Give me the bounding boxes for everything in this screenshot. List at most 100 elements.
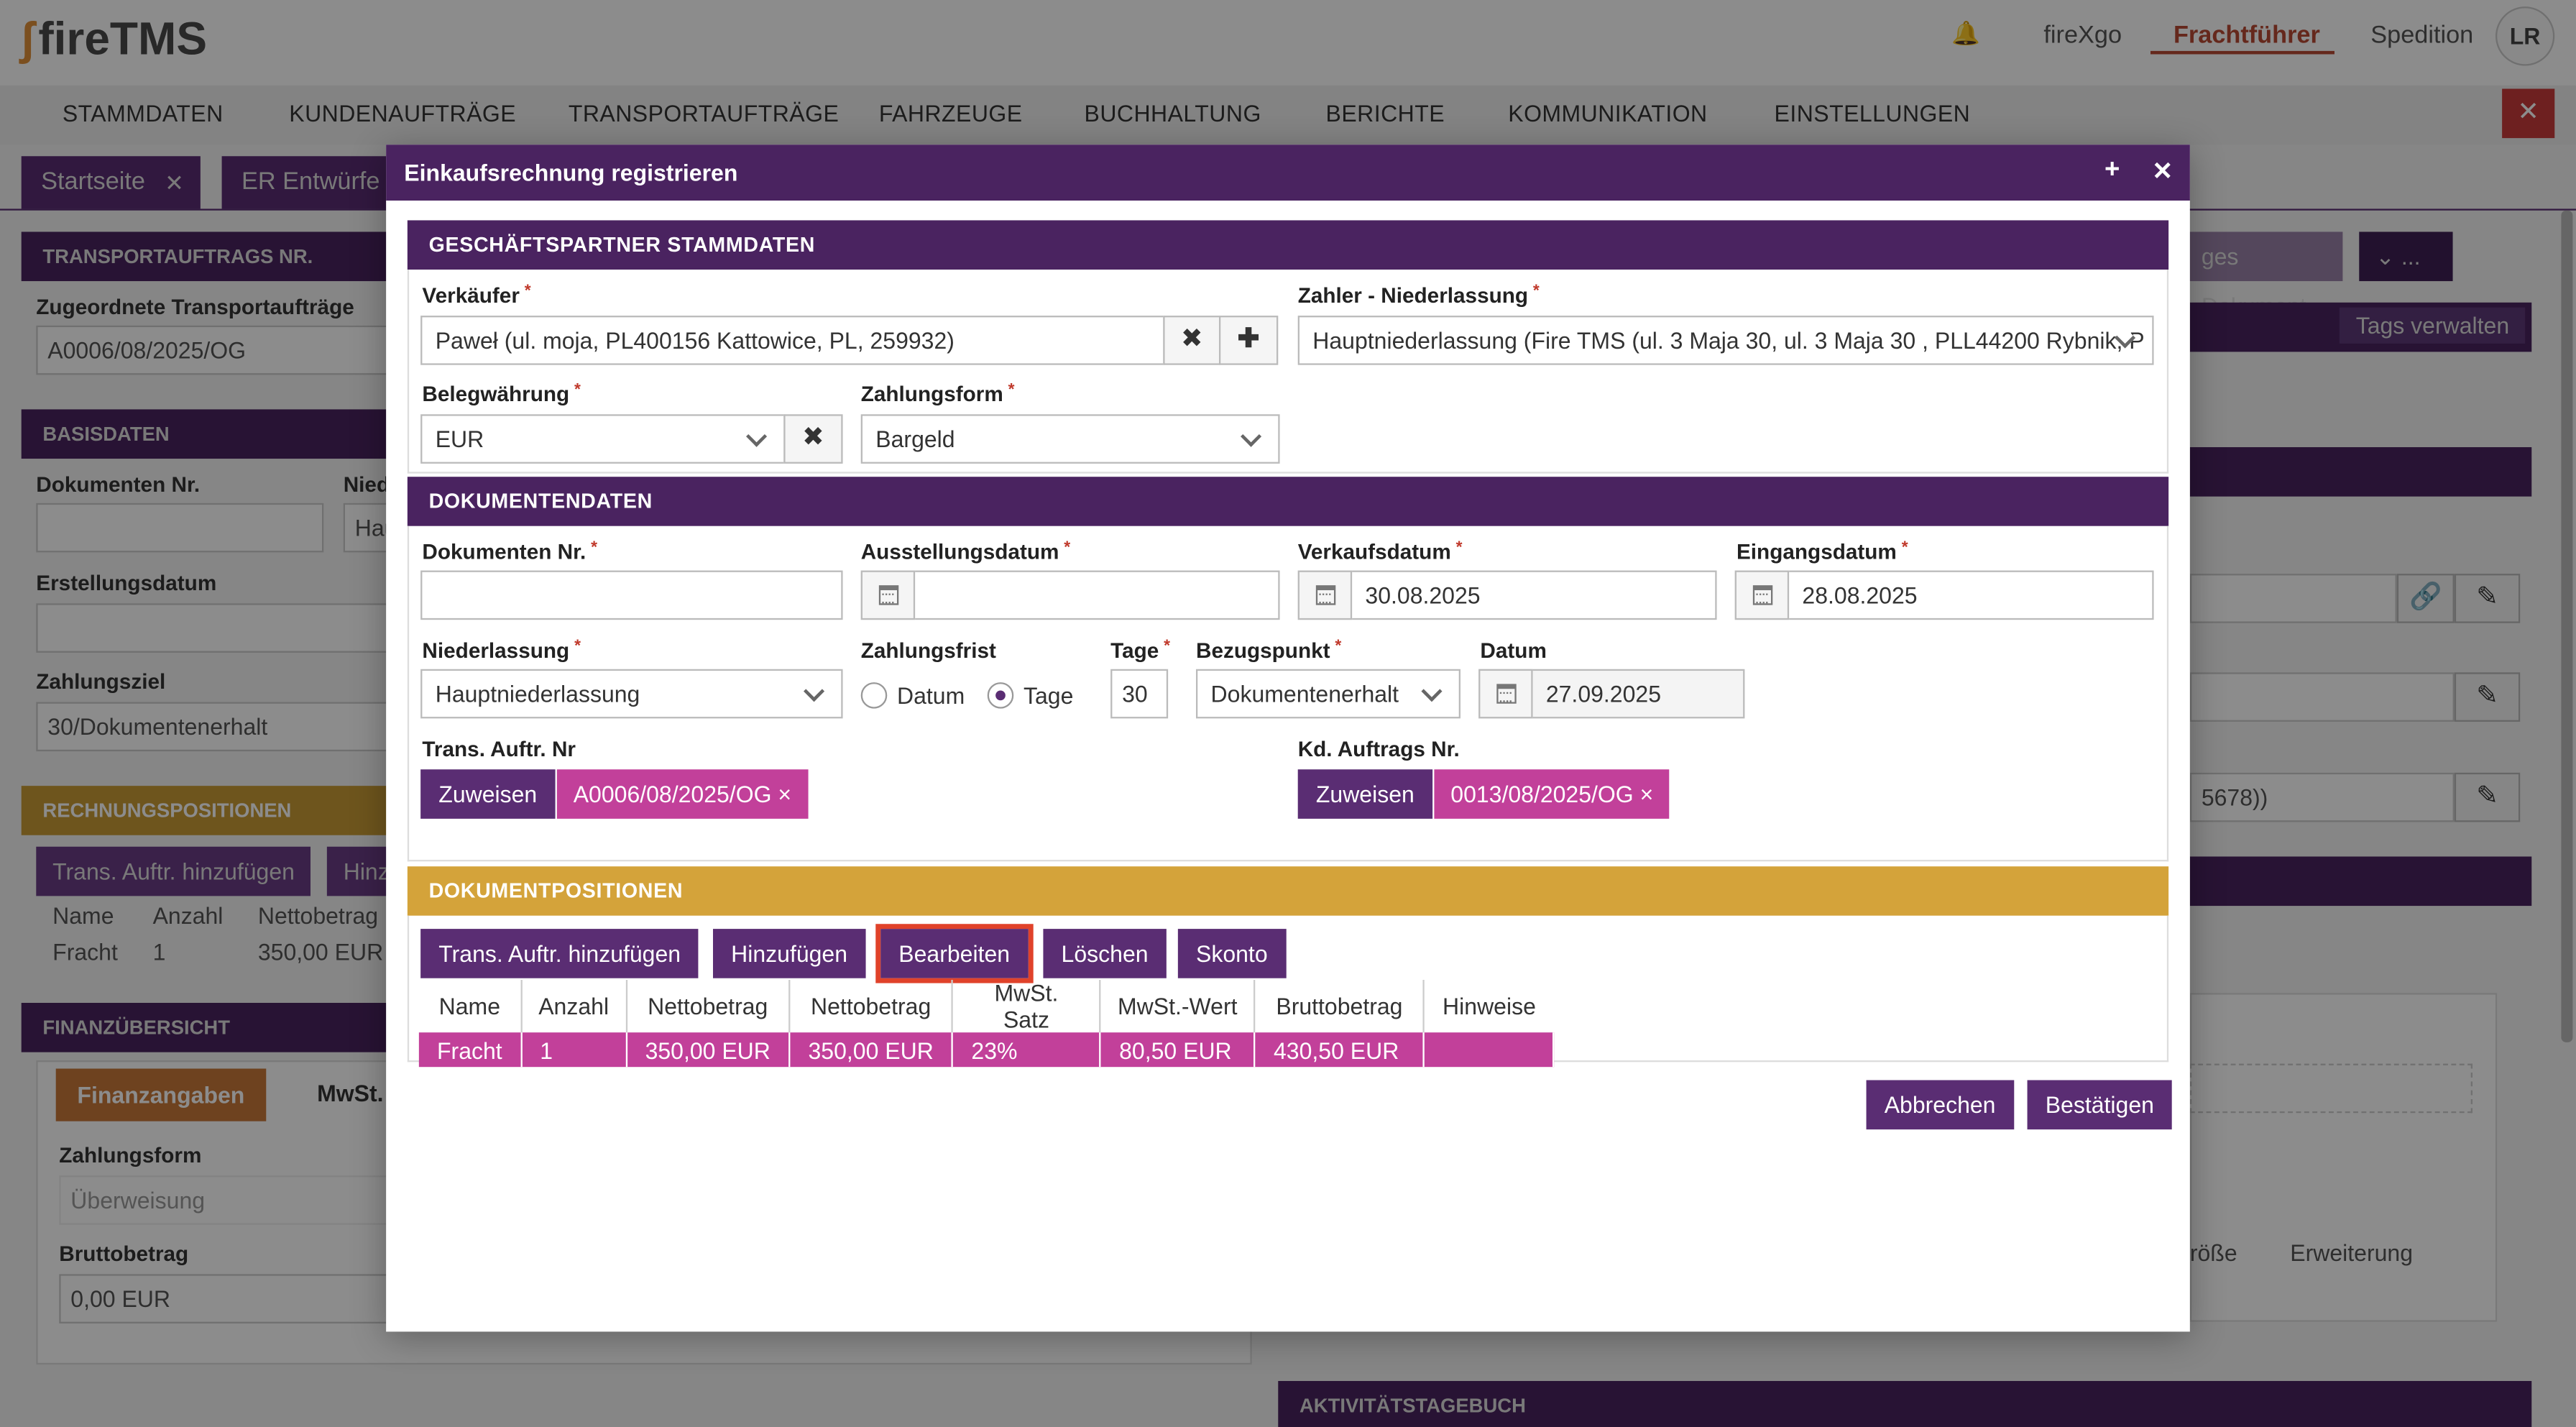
bestaetigen-button[interactable]: Bestätigen xyxy=(2027,1080,2173,1130)
required-asterisk: * xyxy=(574,638,581,656)
radio-datum[interactable] xyxy=(860,682,888,709)
tab-er-entwuerfe[interactable]: ER Entwürfe xyxy=(221,156,402,209)
col-bruttobetrag[interactable]: Bruttobetrag xyxy=(1254,979,1425,1033)
required-asterisk: * xyxy=(1064,539,1071,558)
zuweisen-trans-button[interactable]: Zuweisen xyxy=(420,769,556,819)
close-all-tabs-button[interactable]: ✕ xyxy=(2502,88,2555,139)
tags-verwalten-button[interactable]: Tags verwalten xyxy=(2339,307,2526,344)
top-bar: ʃ fireTMS 🔔 fireXgo Frachtführer Speditio… xyxy=(0,0,2576,86)
calendar-button[interactable] xyxy=(1734,570,1790,620)
field-zugeordnete[interactable]: A0006/08/2025/OG xyxy=(36,325,398,375)
tab-startseite[interactable]: Startseite ✕ xyxy=(21,156,201,209)
bg-right-select[interactable] xyxy=(2189,1063,2472,1114)
panel-aktivitaetstagebuch: AKTIVITÄTSTAGEBUCH xyxy=(1278,1380,2532,1427)
edit-icon[interactable]: ✎ xyxy=(2454,574,2521,623)
chevron-down-icon xyxy=(804,681,825,702)
col-nettobetrag[interactable]: Nettobetrag xyxy=(626,979,791,1033)
col-name[interactable]: Name xyxy=(418,979,523,1033)
hinzufuegen-button[interactable]: Hinzufügen xyxy=(712,929,866,978)
more-label: ... xyxy=(2401,243,2421,270)
col-mwst-satz[interactable]: MwSt. Satz xyxy=(952,979,1101,1033)
bg-right-field-3[interactable]: 5678)) xyxy=(2189,772,2455,822)
field-dokumenten-nr[interactable] xyxy=(36,503,324,553)
label-text: Verkaufsdatum xyxy=(1297,539,1451,564)
zahler-select[interactable]: Hauptniederlassung (Fire TMS (ul. 3 Maja… xyxy=(1297,316,2154,365)
bezugspunkt-select[interactable]: Dokumentenerhalt xyxy=(1195,669,1460,719)
col-hinweise[interactable]: Hinweise xyxy=(1443,993,1536,1019)
calendar-button[interactable] xyxy=(860,570,916,620)
cell-bruttobetrag: 430,50 EUR xyxy=(1254,1032,1425,1068)
trans-auftr-hinzufuegen-button[interactable]: Trans. Auftr. hinzufügen xyxy=(420,929,699,978)
cell-mwst-satz: 23% xyxy=(952,1032,1101,1068)
kd-auftrag-tag[interactable]: 0013/08/2025/OG × xyxy=(1434,769,1670,819)
verkaeufer-field[interactable]: Paweł (ul. moja, PL400156 Kattowice, PL,… xyxy=(420,316,1165,365)
page-scrollbar[interactable] xyxy=(2561,210,2573,1042)
col-mwst-wert[interactable]: MwSt.-Wert xyxy=(1100,979,1256,1033)
loeschen-button[interactable]: Löschen xyxy=(1043,929,1167,978)
ausstellungsdatum-input[interactable] xyxy=(860,570,1280,620)
app-logo[interactable]: ʃ fireTMS xyxy=(19,13,207,65)
top-link-frachtfuehrer[interactable]: Frachtführer xyxy=(2173,21,2320,50)
nav-kundenauftraege[interactable]: KUNDENAUFTRÄGE xyxy=(289,100,517,127)
tage-input[interactable]: 30 xyxy=(1110,669,1169,719)
zahlungsform-select[interactable]: Bargeld xyxy=(860,414,1280,464)
close-modal-button[interactable]: ✕ xyxy=(2152,157,2174,186)
active-tab-underline xyxy=(2150,50,2334,55)
nav-stammdaten[interactable]: STAMMDATEN xyxy=(62,100,224,127)
radio-datum-label[interactable]: Datum xyxy=(896,682,965,709)
edit-icon[interactable]: ✎ xyxy=(2454,772,2521,822)
radio-tage-label[interactable]: Tage xyxy=(1023,682,1074,709)
maximize-button[interactable]: + xyxy=(2104,156,2120,185)
link-icon[interactable]: 🔗 xyxy=(2396,574,2455,623)
main-nav: STAMMDATEN KUNDENAUFTRÄGE TRANSPORTAUFTR… xyxy=(0,85,2576,145)
nav-einstellungen[interactable]: EINSTELLUNGEN xyxy=(1774,100,1971,127)
label-trans-auftr-nr: Trans. Auftr. Nr xyxy=(422,736,576,761)
nav-fahrzeuge[interactable]: FAHRZEUGE xyxy=(878,100,1023,127)
calendar-button[interactable] xyxy=(1297,570,1353,620)
positions-table: Name Anzahl Nettobetrag Nettobetrag MwSt… xyxy=(418,979,1555,1068)
nav-transportauftraege[interactable]: TRANSPORTAUFTRÄGE xyxy=(568,100,840,127)
close-icon[interactable]: ✕ xyxy=(165,169,184,196)
edit-icon[interactable]: ✎ xyxy=(2454,672,2521,722)
label-niederlassung: Niederlassung * xyxy=(422,638,581,662)
table-row[interactable]: Fracht 1 350,00 EUR 350,00 EUR 23% 80,50… xyxy=(418,1032,1555,1068)
panel-right-3 xyxy=(2189,856,2532,907)
tab-mwst[interactable]: MwSt. xyxy=(317,1080,384,1107)
verkaufsdatum-input[interactable]: 30.08.2025 xyxy=(1297,570,1717,620)
abbrechen-button[interactable]: Abbrechen xyxy=(1866,1080,2014,1130)
field-bruttobetrag[interactable]: 0,00 EUR xyxy=(59,1274,405,1323)
calendar-icon xyxy=(1315,585,1336,605)
add-verkaeufer-button[interactable]: ✚ xyxy=(1218,316,1279,365)
col-nettobetrag-2[interactable]: Nettobetrag xyxy=(789,979,954,1033)
trans-auftr-tag[interactable]: A0006/08/2025/OG × xyxy=(556,769,808,819)
zuweisen-kd-button[interactable]: Zuweisen xyxy=(1297,769,1432,819)
niederlassung-select[interactable]: Hauptniederlassung xyxy=(420,669,843,719)
clear-verkaeufer-button[interactable]: ✖ xyxy=(1163,316,1221,365)
bg-right-field-1[interactable] xyxy=(2189,574,2397,623)
nav-berichte[interactable]: BERICHTE xyxy=(1325,100,1445,127)
eingangsdatum-input[interactable]: 28.08.2025 xyxy=(1734,570,2154,620)
skonto-button[interactable]: Skonto xyxy=(1177,929,1286,978)
calendar-button[interactable] xyxy=(1478,669,1533,719)
bell-icon[interactable]: 🔔 xyxy=(1951,19,1981,47)
belegwaehrung-select[interactable]: EUR xyxy=(420,414,786,464)
clear-waehrung-button[interactable]: ✖ xyxy=(783,414,843,464)
radio-tage[interactable] xyxy=(987,682,1014,709)
field-zahlungsform[interactable]: Überweisung xyxy=(59,1175,405,1225)
top-link-firexgo[interactable]: fireXgo xyxy=(2043,21,2122,50)
bg-right-field-2[interactable] xyxy=(2189,672,2455,722)
bg-button-more[interactable]: ⌄ ... xyxy=(2359,231,2453,282)
section-dokumentpositionen: DOKUMENTPOSITIONEN xyxy=(407,866,2169,916)
label-zahlungsform: Zahlungsform xyxy=(59,1142,202,1167)
dokumenten-nr-input[interactable] xyxy=(420,570,843,620)
nav-buchhaltung[interactable]: BUCHHALTUNG xyxy=(1084,100,1261,127)
tab-finanzangaben[interactable]: Finanzangaben xyxy=(55,1068,267,1121)
top-link-spedition[interactable]: Spedition xyxy=(2370,21,2474,50)
bg-button-trans-auftr[interactable]: Trans. Auftr. hinzufügen xyxy=(36,846,311,896)
zahlungsform-value: Bargeld xyxy=(875,426,955,452)
bearbeiten-button[interactable]: Bearbeiten xyxy=(875,924,1034,983)
col-anzahl[interactable]: Anzahl xyxy=(520,979,627,1033)
field-erstellungsdatum[interactable] xyxy=(36,603,398,653)
user-avatar[interactable]: LR xyxy=(2495,6,2555,66)
nav-kommunikation[interactable]: KOMMUNIKATION xyxy=(1508,100,1708,127)
